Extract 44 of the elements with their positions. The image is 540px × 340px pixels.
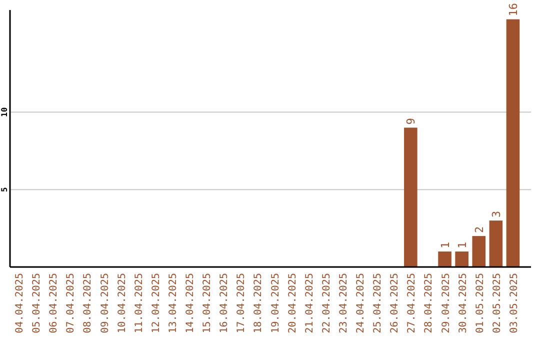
x-tick-label: 16.04.2025 [219, 273, 230, 334]
x-tick-label: 19.04.2025 [270, 273, 282, 334]
x-tick-label: 25.04.2025 [372, 273, 384, 334]
x-tick-label: 11.04.2025 [134, 273, 145, 334]
x-tick-label: 09.04.2025 [100, 273, 111, 334]
bar [404, 128, 418, 267]
x-tick-label: 04.04.2025 [14, 273, 26, 334]
x-tick-label: 18.04.2025 [253, 273, 264, 334]
bar [489, 220, 503, 267]
x-tick-label: 28.04.2025 [424, 273, 435, 334]
bar [506, 19, 520, 267]
y-tick-label: 5 [0, 187, 9, 192]
x-tick-label: 29.04.2025 [440, 273, 452, 334]
x-tick-label: 03.05.2025 [508, 273, 520, 334]
data-label: 9 [404, 118, 418, 125]
data-label: 1 [438, 242, 452, 249]
bar [472, 236, 486, 267]
data-label: 3 [490, 210, 503, 218]
x-tick-label: 08.04.2025 [82, 273, 94, 334]
x-tick-label: 17.04.2025 [236, 273, 248, 334]
y-tick-label: 10 [0, 107, 9, 117]
bar [455, 252, 468, 267]
x-tick-label: 15.04.2025 [202, 273, 214, 334]
x-tick-label: 05.04.2025 [32, 273, 43, 334]
x-tick-label: 07.04.2025 [66, 273, 77, 334]
x-tick-label: 27.04.2025 [406, 273, 418, 334]
data-label: 16 [506, 3, 520, 16]
x-tick-label: 14.04.2025 [185, 273, 196, 334]
x-tick-label: 02.05.2025 [492, 273, 503, 334]
x-tick-label: 06.04.2025 [48, 273, 60, 334]
x-tick-label: 21.04.2025 [304, 273, 316, 334]
x-tick-label: 20.04.2025 [287, 273, 298, 334]
x-tick-label: 01.05.2025 [474, 273, 486, 334]
x-tick-label: 13.04.2025 [168, 273, 179, 334]
x-tick-label: 10.04.2025 [116, 273, 128, 334]
x-tick-label: 12.04.2025 [150, 273, 162, 334]
x-tick-label: 24.04.2025 [356, 273, 367, 334]
data-label: 2 [472, 226, 486, 234]
data-label: 1 [456, 242, 469, 249]
x-tick-label: 30.04.2025 [458, 273, 469, 334]
x-tick-label: 23.04.2025 [338, 273, 350, 334]
x-tick-label: 22.04.2025 [321, 273, 332, 334]
bar [438, 252, 452, 267]
x-tick-label: 26.04.2025 [390, 273, 401, 334]
